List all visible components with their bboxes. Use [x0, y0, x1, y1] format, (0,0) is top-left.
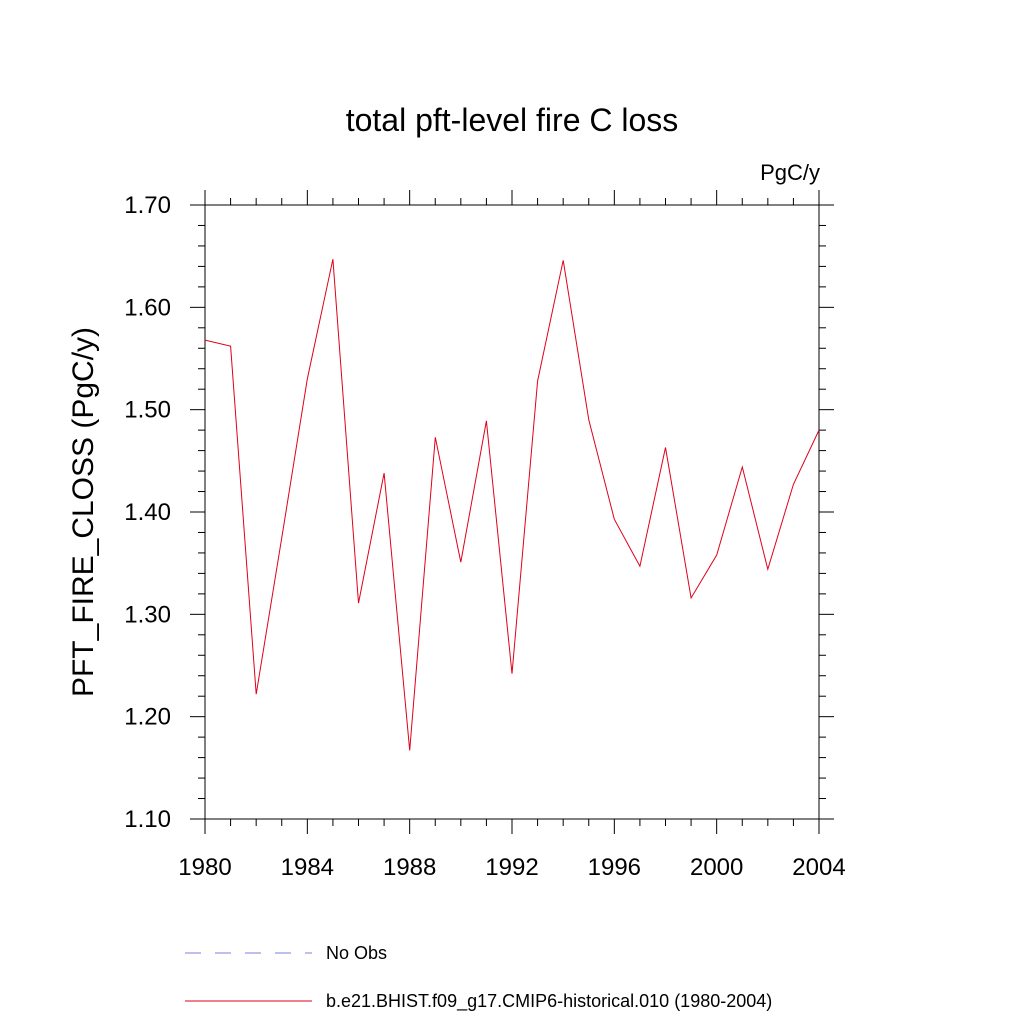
y-tick-label: 1.70 — [124, 192, 171, 219]
y-tick-label: 1.30 — [124, 601, 171, 628]
x-tick-label: 1988 — [383, 854, 436, 881]
x-tick-label: 1984 — [281, 854, 334, 881]
units-label: PgC/y — [760, 160, 820, 185]
y-tick-label: 1.40 — [124, 499, 171, 526]
legend: No Obs b.e21.BHIST.f09_g17.CMIP6-historic… — [185, 943, 772, 1012]
x-tick-label: 1996 — [588, 854, 641, 881]
plot-frame — [204, 204, 820, 820]
y-tick-label: 1.50 — [124, 397, 171, 424]
x-tick-label: 1992 — [485, 854, 538, 881]
chart-title: total pft-level fire C loss — [346, 102, 679, 138]
series-layer — [204, 259, 820, 751]
y-tick-label: 1.10 — [124, 806, 171, 833]
y-tick-label: 1.60 — [124, 294, 171, 321]
y-axis-label: PFT_FIRE_CLOSS (PgC/y) — [67, 327, 100, 697]
legend-label-1: b.e21.BHIST.f09_g17.CMIP6-historical.010… — [326, 991, 772, 1012]
series-line-1 — [204, 259, 820, 751]
x-tick-label: 1980 — [178, 854, 231, 881]
x-tick-label: 2000 — [690, 854, 743, 881]
x-tick-label: 2004 — [792, 854, 845, 881]
legend-label-0: No Obs — [326, 943, 387, 963]
axes: 1980 1984 1988 1992 1996 2000 2004 1.10 1.20 1.30… — [124, 190, 846, 881]
y-tick-label: 1.20 — [124, 704, 171, 731]
